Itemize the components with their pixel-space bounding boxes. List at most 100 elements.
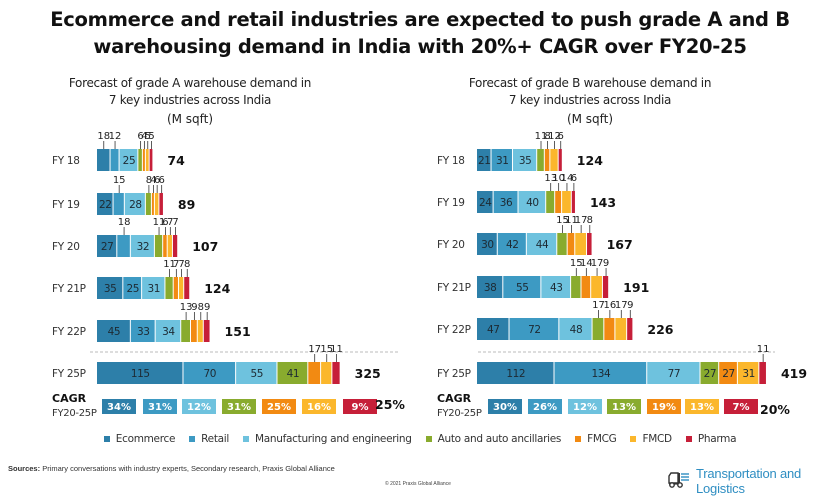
grade-a-segment-label: 33: [137, 326, 150, 338]
grade-b-bar-segment: [541, 276, 571, 298]
grade-b-bar-segment: [555, 191, 562, 213]
grade-a-callout-label: 6: [154, 175, 160, 186]
grade-b-segment-label: 21: [478, 155, 491, 167]
grade-a-cagr-value: 31%: [227, 402, 251, 413]
grade-a-cagr-badge: [302, 399, 336, 414]
grade-b-callout-label: 9: [603, 258, 609, 269]
grade-a-bar-segment: [191, 320, 197, 342]
grade-b-bar-segment: [571, 191, 575, 213]
grade-b-cagr-value: 30%: [493, 402, 517, 413]
grade-b-segment-label: 47: [487, 324, 500, 336]
grade-a-segment-label: 25: [126, 283, 139, 295]
grade-a-bar-segment: [113, 193, 124, 215]
grade-a-callout-label: 7: [178, 259, 184, 270]
main-title-line-2: warehousing demand in India with 20%+ CA…: [93, 35, 747, 58]
sources-note: Sources: Primary conversations with indu…: [8, 464, 335, 473]
grade-b-bar-segment: [493, 191, 518, 213]
grade-a-cagr-value: 31%: [148, 402, 172, 413]
legend-item: FMCD: [630, 433, 672, 445]
legend-label: FMCD: [642, 433, 672, 445]
grade-a-category-label: FY 25P: [52, 368, 86, 380]
grade-a-cagr-label: CAGR: [52, 392, 87, 405]
grade-a-bar-segment: [183, 362, 236, 384]
grade-a-callout-label: 9: [191, 302, 197, 313]
grade-a-bar-segment: [308, 362, 321, 384]
grade-b-bar-segment: [491, 149, 512, 171]
grade-b-bar-segment: [512, 149, 537, 171]
grade-a-bar-segment: [97, 362, 183, 384]
grade-a-bar-segment: [119, 149, 138, 171]
grade-a-bar-segment: [124, 193, 145, 215]
grade-b-total-label: 143: [590, 195, 616, 210]
grade-b-cagr-value: 19%: [652, 402, 676, 413]
grade-b-callout-label: 10: [552, 173, 565, 184]
grade-a-segment-label: 34: [162, 326, 175, 338]
grade-b-bar-segment: [591, 276, 602, 298]
grade-b-cagr-value: 13%: [690, 402, 714, 413]
grade-a-bar-segment: [123, 277, 142, 299]
grade-b-bar-segment: [700, 362, 719, 384]
grade-b-cagr-sublabel: FY20-25P: [437, 408, 482, 419]
grade-a-bar-segment: [173, 277, 178, 299]
grade-b-category-label: FY 18: [437, 155, 465, 167]
grade-a-segment-label: 41: [287, 368, 300, 380]
grade-b-bar-segment: [526, 233, 557, 255]
grade-a-segment-label: 25: [123, 155, 136, 167]
legend-swatch: [243, 436, 250, 442]
grade-a-bar-segment: [165, 277, 173, 299]
grade-a-bar-segment: [130, 320, 155, 342]
grade-a-bar-segment: [142, 149, 145, 171]
grade-a-cagr-badge: [102, 399, 136, 414]
grade-a-bar-segment: [155, 320, 181, 342]
legend: Ecommerce Retail Manufacturing and enginee…: [0, 433, 840, 445]
grade-b-cagr-value: 26%: [533, 402, 557, 413]
grade-a-bar-segment: [138, 149, 142, 171]
truck-icon: [668, 470, 690, 493]
grade-a-segment-label: 27: [101, 241, 114, 253]
grade-b-bar-segment: [719, 362, 737, 384]
grade-b-bar-segment: [509, 318, 559, 340]
grade-a-category-label: FY 19: [52, 199, 80, 211]
legend-label: Ecommerce: [115, 433, 176, 445]
grade-a-callout-label: 7: [173, 259, 179, 270]
grade-b-bar-segment: [615, 318, 627, 340]
brand: Transportation and Logistics: [668, 466, 840, 496]
grade-b-category-label: FY 22P: [437, 324, 471, 336]
grade-b-bar-segment: [627, 318, 633, 340]
grade-b-total-label: 167: [607, 237, 633, 252]
grade-a-bar-segment: [203, 320, 210, 342]
grade-a-bar-segment: [154, 235, 163, 257]
grade-a-callout-label: 5: [148, 131, 154, 142]
grade-a-cagr-sublabel: FY20-25P: [52, 408, 97, 419]
grade-b-cagr-badge: [724, 399, 758, 414]
legend-item: FMCG: [575, 433, 617, 445]
legend-item: Auto and auto ancillaries: [425, 433, 561, 445]
grade-b-callout-label: 14: [580, 258, 593, 269]
grade-b-segment-label: 48: [570, 324, 583, 336]
grade-b-bar-segment: [544, 149, 550, 171]
chart-b-title: Forecast of grade B warehouse demand in …: [440, 75, 740, 109]
grade-b-segment-label: 72: [528, 324, 541, 336]
legend-item: Pharma: [685, 433, 737, 445]
grade-b-callout-label: 15: [570, 258, 583, 269]
legend-swatch: [575, 436, 582, 442]
grade-a-cagr-value: 25%: [267, 402, 291, 413]
grade-b-total-label: 124: [577, 153, 603, 168]
grade-a-bar-segment: [145, 149, 149, 171]
legend-label: Pharma: [697, 433, 737, 445]
grade-b-category-label: FY 21P: [437, 282, 471, 294]
grade-b-bar-segment: [559, 318, 592, 340]
main-title: Ecommerce and retail industries are expe…: [0, 6, 840, 60]
grade-b-callout-label: 13: [544, 173, 557, 184]
grade-b-bar-segment: [737, 362, 759, 384]
grade-a-callout-label: 7: [172, 217, 178, 228]
grade-b-bar-segment: [477, 318, 509, 340]
legend-swatch: [103, 436, 110, 442]
grade-a-callout-label: 6: [158, 175, 164, 186]
grade-b-segment-label: 134: [591, 368, 611, 380]
chart-b-title-line-2: 7 key industries across India: [508, 93, 672, 107]
grade-b-bar-segment: [477, 149, 491, 171]
grade-b-segment-label: 36: [500, 197, 513, 209]
chart-b-title-line-1: Forecast of grade B warehouse demand in: [468, 76, 712, 90]
chart-a-title-line-1: Forecast of grade A warehouse demand in: [68, 76, 312, 90]
